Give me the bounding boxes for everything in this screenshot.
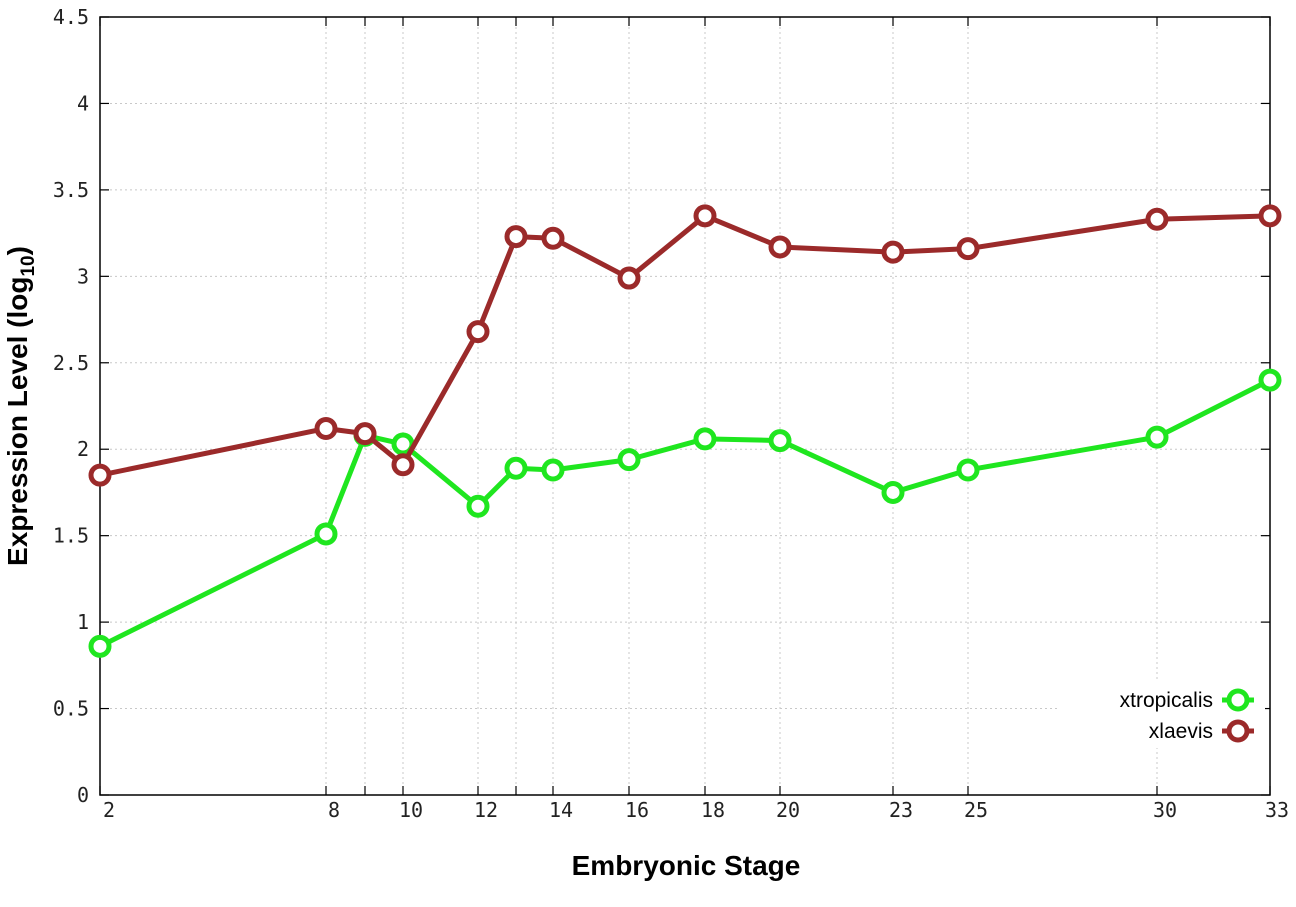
data-point-xtropicalis [768,429,792,453]
x-tick-label: 25 [964,798,988,822]
y-tick-label: 3.5 [53,178,89,202]
y-axis-title-close: ) [2,246,33,255]
x-tick-label: 20 [776,798,800,822]
data-point-xlaevis [88,463,112,487]
x-tick-label: 2 [103,798,115,822]
data-point-xlaevis [391,453,415,477]
series-line-xtropicalis [98,377,1272,649]
data-point-xtropicalis [1258,368,1282,392]
data-point-xtropicalis [541,458,565,482]
y-axis-title-main: Expression Level (log [2,277,33,566]
legend-marker-xtropicalis [1226,688,1250,712]
data-point-xlaevis [314,416,338,440]
y-tick-label: 3 [77,264,89,288]
x-tick-label: 18 [701,798,725,822]
x-axis-tick-labels: 2 8 10 12 14 16 18 20 23 25 30 33 [103,798,1289,822]
x-tick-label: 14 [549,798,573,822]
y-tick-label: 4 [77,91,89,115]
x-tick-label: 33 [1265,798,1289,822]
series-line-xlaevis [99,213,1271,478]
data-point-xlaevis [617,266,641,290]
y-axis-title-subscript: 10 [18,255,39,276]
data-point-xtropicalis [466,494,490,518]
data-point-xlaevis [466,320,490,344]
x-axis-title: Embryonic Stage [572,850,801,881]
x-tick-label: 8 [328,798,340,822]
y-axis-tick-labels: 0 0.5 1 1.5 2 2.5 3 3.5 4 4.5 [53,5,89,807]
y-axis-title: Expression Level (log10) [2,246,39,566]
data-point-xlaevis [956,237,980,261]
x-tick-label: 23 [889,798,913,822]
data-point-xlaevis [1258,204,1282,228]
data-point-xlaevis [541,226,565,250]
data-point-xlaevis [353,422,377,446]
data-point-xtropicalis [504,456,528,480]
x-tick-label: 12 [474,798,498,822]
y-tick-label: 0 [77,783,89,807]
legend-label-xtropicalis: xtropicalis [1120,689,1213,712]
y-tick-label: 1.5 [53,524,89,548]
data-point-xtropicalis [314,522,338,546]
y-tick-label: 4.5 [53,5,89,29]
data-point-xtropicalis [1145,425,1169,449]
legend-marker-xlaevis [1226,719,1250,743]
y-tick-label: 1 [77,610,89,634]
data-point-xtropicalis [88,634,112,658]
data-point-xtropicalis [956,458,980,482]
data-point-xlaevis [693,204,717,228]
x-tick-label: 16 [625,798,649,822]
data-point-xtropicalis [881,480,905,504]
x-tick-label: 30 [1153,798,1177,822]
legend-label-xlaevis: xlaevis [1149,720,1213,743]
y-tick-label: 2 [77,437,89,461]
y-tick-label: 2.5 [53,351,89,375]
data-point-xlaevis [1145,207,1169,231]
data-point-xtropicalis [693,427,717,451]
series [88,204,1282,658]
data-point-xlaevis [881,240,905,264]
legend: xtropicalis xlaevis [1060,682,1265,748]
data-point-xlaevis [504,225,528,249]
grid [100,17,1270,795]
data-point-xtropicalis [617,448,641,472]
plot-frame [99,16,1271,796]
axis-ticks [99,16,1271,796]
data-point-xlaevis [768,235,792,259]
y-tick-label: 0.5 [53,697,89,721]
x-tick-label: 10 [399,798,423,822]
